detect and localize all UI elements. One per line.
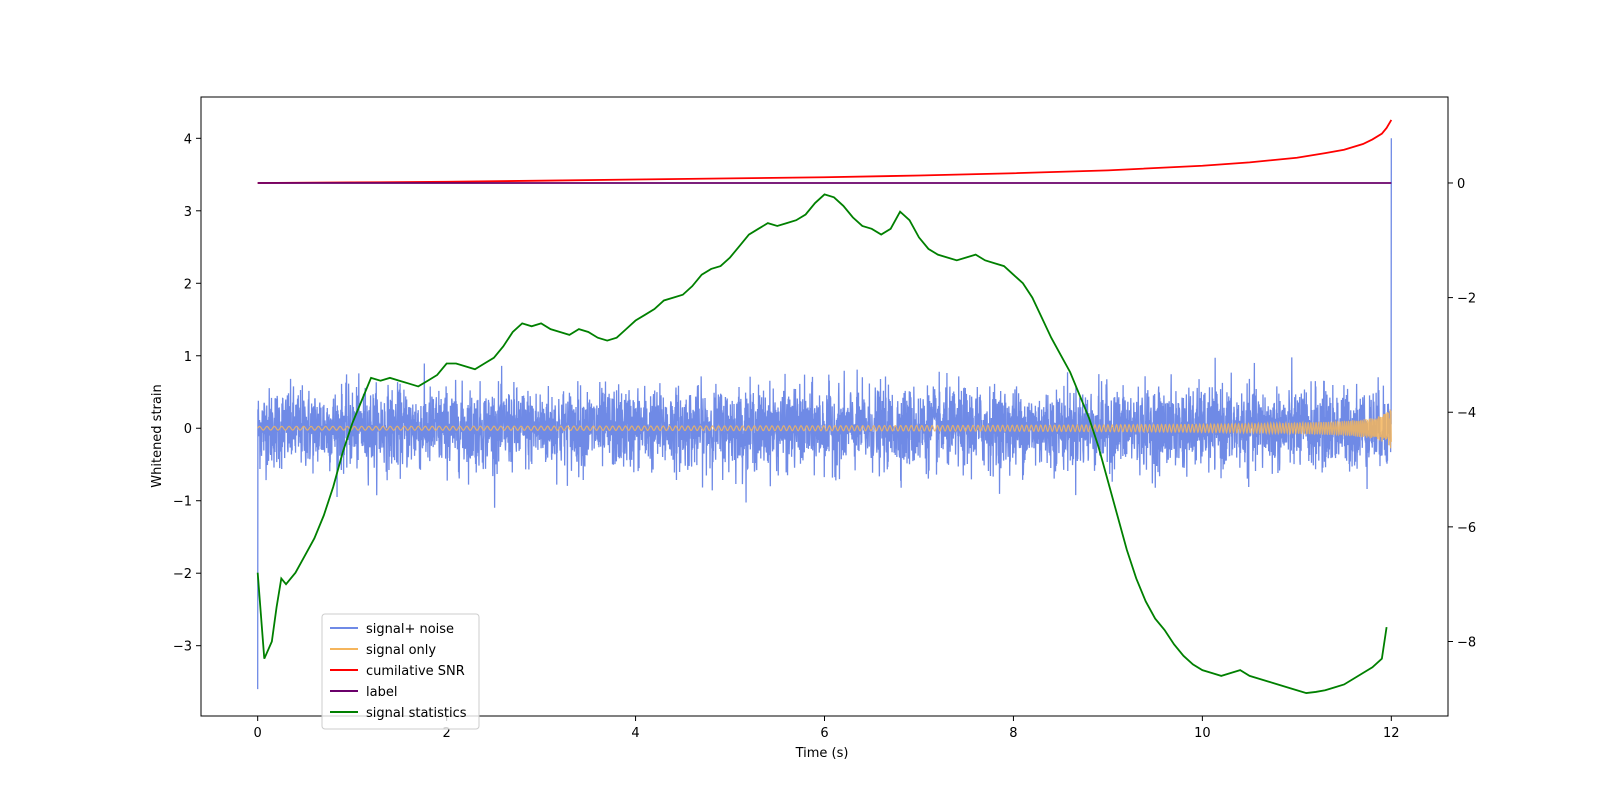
y-tick-label: 1 bbox=[184, 350, 192, 365]
y-tick-label: 3 bbox=[184, 205, 192, 220]
y-tick-label: −3 bbox=[173, 640, 192, 655]
x-axis-label: Time (s) bbox=[795, 746, 849, 761]
x-tick-label: 6 bbox=[820, 726, 828, 741]
y2-tick-label: −6 bbox=[1457, 521, 1476, 536]
y2-tick-label: −8 bbox=[1457, 635, 1476, 650]
series-signal-statistics-line bbox=[256, 193, 1388, 694]
legend-entry: signal+ noise bbox=[366, 622, 454, 637]
x-tick-label: 10 bbox=[1194, 726, 1211, 741]
y-axis-label: Whitened strain bbox=[150, 384, 165, 487]
plot-area bbox=[256, 119, 1393, 694]
y-tick-label: −1 bbox=[173, 495, 192, 510]
y-tick-label: 0 bbox=[184, 422, 192, 437]
series-signal-only-line bbox=[257, 409, 1392, 449]
x-tick-label: 8 bbox=[1009, 726, 1017, 741]
series-signal-noise-line bbox=[257, 138, 1392, 690]
y2-tick-label: −2 bbox=[1457, 292, 1476, 307]
series-cumilative-snr-line bbox=[257, 119, 1393, 184]
x-tick-label: 2 bbox=[442, 726, 450, 741]
legend-box bbox=[321, 613, 480, 730]
legend-entry: signal statistics bbox=[366, 706, 467, 721]
y2-tick-label: 0 bbox=[1457, 177, 1465, 192]
legend-entry: label bbox=[366, 685, 397, 700]
x-tick-label: 0 bbox=[254, 726, 262, 741]
legend: signal+ noise signal only cumilative SNR la… bbox=[321, 613, 480, 730]
y-tick-label: 4 bbox=[184, 132, 192, 147]
y-tick-label: 2 bbox=[184, 277, 192, 292]
y-tick-label: −2 bbox=[173, 567, 192, 582]
legend-entry: signal only bbox=[366, 643, 436, 658]
y2-tick-label: −4 bbox=[1457, 406, 1476, 421]
legend-entry: cumilative SNR bbox=[366, 664, 465, 679]
x-tick-label: 4 bbox=[631, 726, 639, 741]
x-tick-label: 12 bbox=[1383, 726, 1400, 741]
